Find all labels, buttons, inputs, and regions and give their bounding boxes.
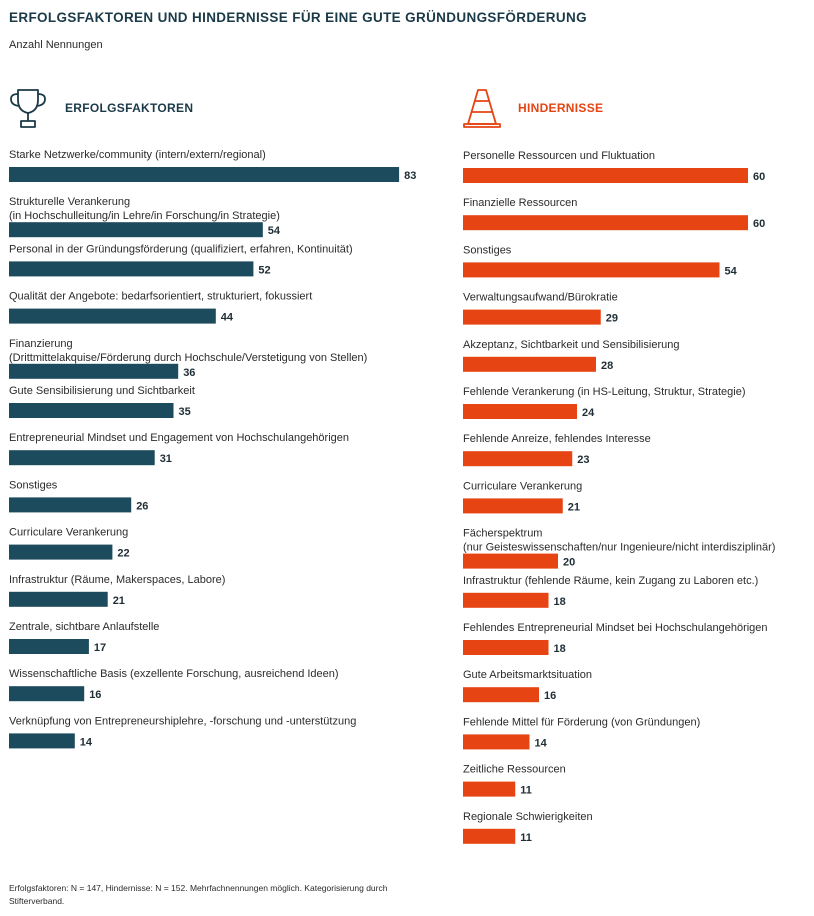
hindernisse-category-label: Personelle Ressourcen und Fluktuation bbox=[463, 150, 655, 162]
hindernisse-value-label: 28 bbox=[601, 360, 613, 372]
hindernisse-category-label: Fehlende Anreize, fehlendes Interesse bbox=[463, 433, 651, 445]
hindernisse-category-label: Regionale Schwierigkeiten bbox=[463, 811, 593, 823]
erfolgsfaktoren-category-label: Wissenschaftliche Basis (exzellente Fors… bbox=[9, 668, 339, 680]
erfolgsfaktoren-bar bbox=[9, 167, 400, 182]
right-panel-title: HINDERNISSE bbox=[518, 101, 604, 115]
erfolgsfaktoren-value-label: 16 bbox=[89, 689, 101, 701]
erfolgsfaktoren-category-label: Entrepreneurial Mindset und Engagement v… bbox=[9, 432, 349, 444]
erfolgsfaktoren-value-label: 54 bbox=[268, 225, 281, 237]
erfolgsfaktoren-value-label: 36 bbox=[183, 367, 195, 379]
erfolgsfaktoren-category-label: Gute Sensibilisierung und Sichtbarkeit bbox=[9, 385, 195, 397]
hindernisse-bar bbox=[463, 309, 601, 325]
erfolgsfaktoren-bar bbox=[9, 363, 179, 379]
hindernisse-value-label: 11 bbox=[520, 785, 532, 797]
traffic-cone-icon bbox=[463, 89, 501, 128]
hindernisse-bar bbox=[463, 687, 539, 703]
hindernisse-bar bbox=[463, 553, 558, 569]
hindernisse-value-label: 21 bbox=[568, 501, 580, 513]
erfolgsfaktoren-category-label: Curriculare Verankerung bbox=[9, 527, 128, 539]
hindernisse-bar bbox=[463, 262, 720, 278]
hindernisse-bar bbox=[463, 356, 596, 372]
hindernisse-bar bbox=[463, 592, 549, 608]
erfolgsfaktoren-value-label: 44 bbox=[221, 312, 234, 324]
hindernisse-value-label: 18 bbox=[554, 643, 566, 655]
erfolgsfaktoren-bar bbox=[9, 222, 263, 238]
hindernisse-category-label: (nur Geisteswissenschaften/nur Ingenieur… bbox=[463, 542, 775, 554]
hindernisse-category-label: Curriculare Verankerung bbox=[463, 480, 582, 492]
hindernisse-value-label: 54 bbox=[725, 265, 738, 277]
erfolgsfaktoren-category-label: (Drittmittelakquise/Förderung durch Hoch… bbox=[9, 352, 367, 364]
hindernisse-bar bbox=[463, 498, 563, 514]
chart-subtitle: Anzahl Nennungen bbox=[9, 39, 103, 51]
erfolgsfaktoren-value-label: 21 bbox=[113, 595, 125, 607]
hindernisse-category-label: Fehlende Mittel für Förderung (von Gründ… bbox=[463, 716, 700, 728]
erfolgsfaktoren-bar bbox=[9, 591, 108, 607]
hindernisse-bar bbox=[463, 828, 516, 844]
erfolgsfaktoren-bar bbox=[9, 639, 89, 654]
erfolgsfaktoren-category-label: Sonstiges bbox=[9, 479, 58, 491]
hindernisse-value-label: 14 bbox=[535, 737, 548, 749]
hindernisse-category-label: Gute Arbeitsmarktsituation bbox=[463, 669, 592, 681]
erfolgsfaktoren-category-label: Finanzierung bbox=[9, 338, 73, 350]
hindernisse-value-label: 18 bbox=[554, 596, 566, 608]
erfolgsfaktoren-category-label: Zentrale, sichtbare Anlaufstelle bbox=[9, 621, 159, 633]
hindernisse-category-label: Fehlende Verankerung (in HS-Leitung, Str… bbox=[463, 386, 746, 398]
hindernisse-category-label: Zeitliche Ressourcen bbox=[463, 764, 566, 776]
erfolgsfaktoren-value-label: 22 bbox=[117, 548, 129, 560]
hindernisse-bar bbox=[463, 640, 549, 655]
erfolgsfaktoren-category-label: Qualität der Angebote: bedarfsorientiert… bbox=[9, 291, 312, 303]
hindernisse-value-label: 24 bbox=[582, 407, 595, 419]
hindernisse-bar bbox=[463, 404, 577, 419]
erfolgsfaktoren-category-label: (in Hochschulleitung/in Lehre/in Forschu… bbox=[9, 210, 280, 222]
erfolgsfaktoren-value-label: 26 bbox=[136, 500, 148, 512]
chart-title: ERFOLGSFAKTOREN UND HINDERNISSE FÜR EINE… bbox=[9, 10, 587, 25]
hindernisse-category-label: Infrastruktur (fehlende Räume, kein Zuga… bbox=[463, 575, 758, 587]
erfolgsfaktoren-bar bbox=[9, 403, 174, 418]
erfolgsfaktoren-bar bbox=[9, 308, 216, 324]
erfolgsfaktoren-bar bbox=[9, 497, 132, 513]
erfolgsfaktoren-bar bbox=[9, 686, 85, 702]
erfolgsfaktoren-bar bbox=[9, 450, 155, 466]
erfolgsfaktoren-category-label: Strukturelle Verankerung bbox=[9, 196, 130, 208]
erfolgsfaktoren-category-label: Starke Netzwerke/community (intern/exter… bbox=[9, 149, 266, 161]
hindernisse-category-label: Fehlendes Entrepreneurial Mindset bei Ho… bbox=[463, 622, 768, 634]
hindernisse-category-label: Fächerspektrum bbox=[463, 528, 542, 540]
erfolgsfaktoren-category-label: Verknüpfung von Entrepreneurshiplehre, -… bbox=[9, 715, 356, 727]
footnote: Erfolgsfaktoren: N = 147, Hindernisse: N… bbox=[9, 883, 388, 906]
hindernisse-value-label: 11 bbox=[520, 832, 532, 844]
hindernisse-value-label: 16 bbox=[544, 690, 556, 702]
hindernisse-value-label: 23 bbox=[577, 454, 589, 466]
hindernisse-bar bbox=[463, 781, 516, 797]
erfolgsfaktoren-category-label: Personal in der Gründungsförderung (qual… bbox=[9, 243, 353, 255]
erfolgsfaktoren-bar bbox=[9, 544, 113, 560]
hindernisse-category-label: Finanzielle Ressourcen bbox=[463, 197, 577, 209]
hindernisse-bar bbox=[463, 168, 748, 183]
erfolgsfaktoren-value-label: 17 bbox=[94, 642, 106, 654]
erfolgsfaktoren-bar bbox=[9, 261, 254, 277]
left-panel-title: ERFOLGSFAKTOREN bbox=[65, 101, 194, 115]
hindernisse-bar bbox=[463, 451, 573, 467]
hindernisse-value-label: 60 bbox=[753, 171, 765, 183]
erfolgsfaktoren-value-label: 14 bbox=[80, 736, 93, 748]
hindernisse-value-label: 60 bbox=[753, 218, 765, 230]
erfolgsfaktoren-bar bbox=[9, 733, 75, 749]
erfolgsfaktoren-value-label: 35 bbox=[179, 406, 191, 418]
hindernisse-category-label: Sonstiges bbox=[463, 244, 512, 256]
trophy-icon bbox=[10, 89, 46, 128]
erfolgsfaktoren-value-label: 31 bbox=[160, 453, 172, 465]
erfolgsfaktoren-value-label: 52 bbox=[258, 264, 270, 276]
erfolgsfaktoren-category-label: Infrastruktur (Räume, Makerspaces, Labor… bbox=[9, 574, 225, 586]
hindernisse-chart: Personelle Ressourcen und Fluktuation 60 F… bbox=[463, 150, 775, 844]
erfolgsfaktoren-value-label: 83 bbox=[404, 170, 416, 182]
erfolgsfaktoren-chart: Starke Netzwerke/community (intern/exter… bbox=[9, 149, 416, 749]
hindernisse-bar bbox=[463, 734, 530, 750]
hindernisse-bar bbox=[463, 215, 748, 231]
hindernisse-value-label: 29 bbox=[606, 313, 618, 325]
hindernisse-category-label: Verwaltungsaufwand/Bürokratie bbox=[463, 292, 618, 304]
hindernisse-category-label: Akzeptanz, Sichtbarkeit und Sensibilisie… bbox=[463, 339, 679, 351]
hindernisse-value-label: 20 bbox=[563, 557, 575, 569]
